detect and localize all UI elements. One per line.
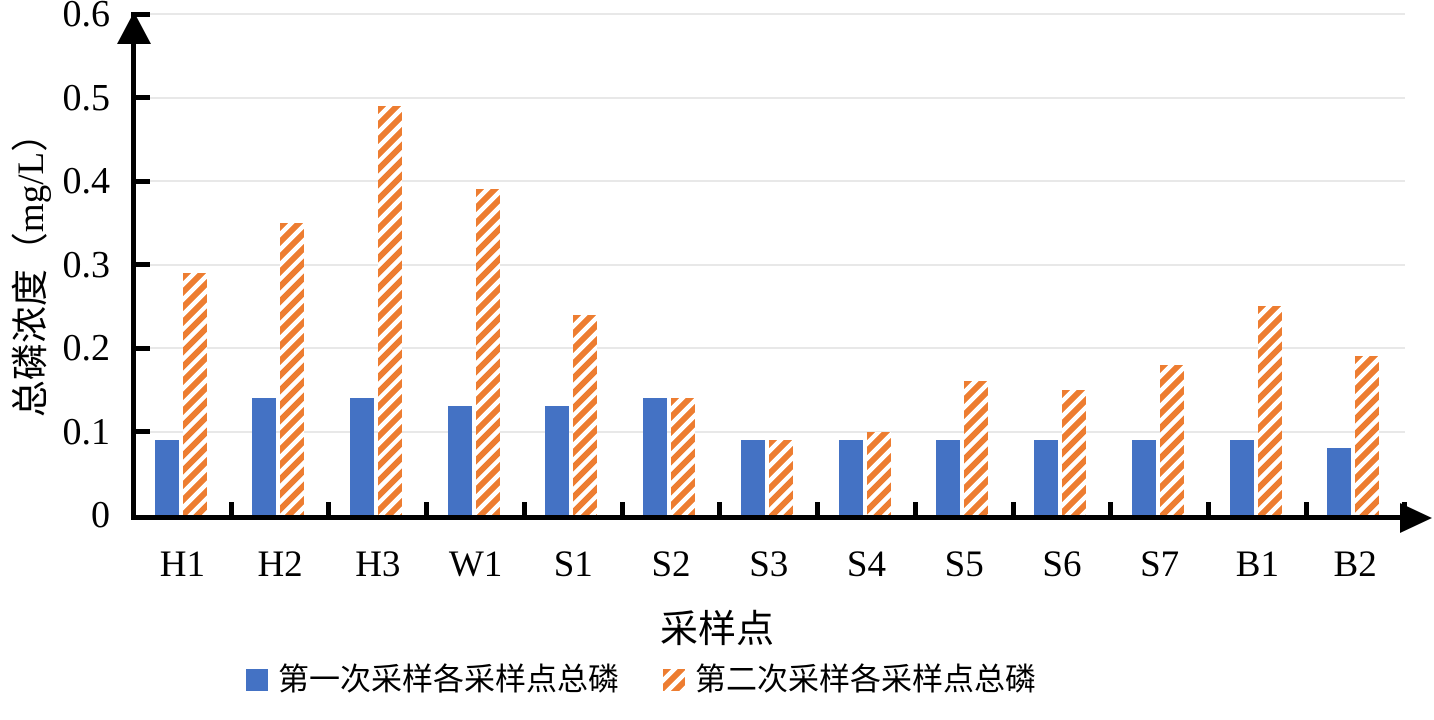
x-category-label: B1 xyxy=(1235,544,1279,585)
legend-label-series2: 第二次采样各采样点总磷 xyxy=(695,662,1036,697)
bar-series2-S5 xyxy=(964,381,989,515)
bar-series1-S4 xyxy=(838,439,863,515)
x-axis-tick xyxy=(1108,502,1114,515)
x-category-label: S3 xyxy=(749,544,789,585)
gridline xyxy=(150,180,1405,182)
bar-series2-S2 xyxy=(671,398,696,515)
x-axis-tick xyxy=(424,502,430,515)
y-axis-tick xyxy=(131,178,150,184)
x-category-label: S1 xyxy=(553,544,593,585)
x-axis-tick xyxy=(1206,502,1212,515)
bar-series2-H2 xyxy=(280,222,305,515)
legend-swatch-solid-icon xyxy=(246,669,268,691)
y-axis-line xyxy=(131,14,136,520)
x-axis-tick xyxy=(228,502,234,515)
y-tick-label: 0.2 xyxy=(62,327,111,369)
legend-item-series1: 第一次采样各采样点总磷 xyxy=(246,660,619,700)
x-axis-tick xyxy=(1401,502,1407,515)
x-category-label: S5 xyxy=(944,544,984,585)
bar-series2-H1 xyxy=(182,272,207,515)
x-axis-tick xyxy=(1010,502,1016,515)
x-axis-line xyxy=(131,515,1402,520)
bar-series2-W1 xyxy=(475,189,500,515)
bar-series2-S1 xyxy=(573,314,598,515)
legend: 第一次采样各采样点总磷 第二次采样各采样点总磷 xyxy=(0,660,1434,700)
y-axis-tick xyxy=(131,11,150,17)
gridline xyxy=(150,13,1405,15)
bar-series1-B2 xyxy=(1327,448,1352,515)
bar-series1-H2 xyxy=(252,398,277,515)
bar-series1-S2 xyxy=(643,398,668,515)
y-tick-label: 0.6 xyxy=(62,0,111,35)
gridline xyxy=(150,347,1405,349)
bar-series1-S1 xyxy=(545,406,570,515)
x-axis-tick xyxy=(815,502,821,515)
legend-swatch-hatch-icon xyxy=(663,669,685,691)
y-tick-label: 0.5 xyxy=(62,76,111,119)
y-tick-label: 0.3 xyxy=(62,243,111,286)
y-tick-label: 0 xyxy=(91,494,110,536)
bar-series1-S6 xyxy=(1034,439,1059,515)
bar-series1-H3 xyxy=(349,398,374,515)
y-axis-tick xyxy=(131,262,150,267)
y-tick-label: 0.1 xyxy=(62,410,111,453)
bar-series2-B1 xyxy=(1257,306,1282,515)
bar-series2-H3 xyxy=(377,105,402,515)
y-axis-tick xyxy=(131,429,150,434)
x-category-label: B2 xyxy=(1333,544,1377,585)
bar-series2-B2 xyxy=(1355,356,1380,515)
x-axis-title: 采样点 xyxy=(659,609,774,651)
bar-series2-S7 xyxy=(1159,364,1184,515)
bar-series1-S3 xyxy=(740,439,765,515)
x-category-label: H3 xyxy=(355,544,401,585)
x-axis-tick xyxy=(1303,502,1309,515)
legend-label-series1: 第一次采样各采样点总磷 xyxy=(278,662,619,697)
bar-series1-W1 xyxy=(447,406,472,515)
bar-series2-S6 xyxy=(1062,389,1087,515)
bar-series1-B1 xyxy=(1229,439,1254,515)
bar-series1-H1 xyxy=(154,439,179,515)
legend-item-series2: 第二次采样各采样点总磷 xyxy=(663,660,1036,700)
bar-series1-S5 xyxy=(936,439,961,515)
x-category-label: H2 xyxy=(257,544,303,585)
gridline xyxy=(150,96,1405,99)
x-axis-tick xyxy=(912,502,918,515)
x-category-label: W1 xyxy=(448,544,503,585)
gridline xyxy=(150,430,1405,433)
bar-series2-S3 xyxy=(768,439,793,515)
gridline xyxy=(150,263,1405,266)
bar-series1-S7 xyxy=(1131,439,1156,515)
bar-series2-S4 xyxy=(866,431,891,515)
x-category-label: S4 xyxy=(846,544,886,585)
y-tick-label: 0.4 xyxy=(62,160,111,202)
x-axis-tick xyxy=(619,502,625,515)
y-axis-arrowhead-icon xyxy=(117,12,151,44)
x-category-label: S2 xyxy=(651,544,691,585)
y-axis-tick xyxy=(131,95,150,100)
y-axis-title: 总磷浓度（mg/L） xyxy=(11,114,52,418)
x-axis-tick xyxy=(521,502,527,515)
x-category-label: S7 xyxy=(1140,544,1180,585)
y-axis-tick xyxy=(131,345,150,351)
x-category-label: H1 xyxy=(159,544,205,585)
x-axis-tick xyxy=(717,502,723,515)
x-axis-tick xyxy=(326,502,332,515)
x-category-label: S6 xyxy=(1042,544,1082,585)
